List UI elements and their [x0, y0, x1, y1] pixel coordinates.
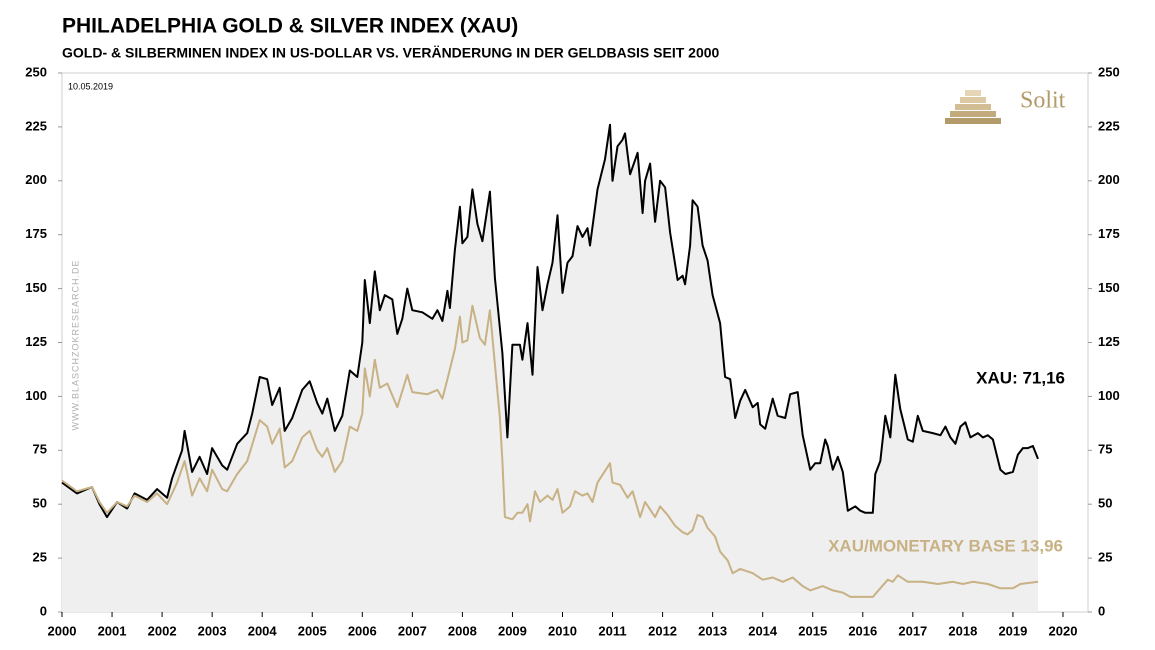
brand-name: Solit: [1020, 88, 1066, 114]
y2-tick-label: 150: [1098, 280, 1120, 295]
x-tick-label: 2016: [848, 623, 877, 638]
logo-step: [960, 97, 986, 103]
y2-tick-label: 125: [1098, 334, 1120, 349]
x-tick-label: 2015: [798, 623, 827, 638]
x-tick-label: 2007: [398, 623, 427, 638]
y2-tick-label: 0: [1098, 603, 1105, 618]
y2-tick-label: 100: [1098, 388, 1120, 403]
series-line: [61, 304, 1039, 598]
x-tick-label: 2003: [198, 623, 227, 638]
x-tick-label: 2013: [698, 623, 727, 638]
y2-tick-label: 175: [1098, 226, 1120, 241]
brand-logo: [945, 90, 1001, 124]
y2-tick-label: 50: [1098, 496, 1112, 511]
x-tick-label: 2006: [348, 623, 377, 638]
y-tick-label: 0: [40, 603, 47, 618]
y2-tick-label: 225: [1098, 118, 1120, 133]
logo-step: [965, 90, 981, 96]
x-tick-label: 2005: [298, 623, 327, 638]
y-tick-label: 50: [33, 496, 47, 511]
x-tick-label: 2011: [598, 623, 626, 638]
x-tick-label: 2012: [648, 623, 677, 638]
logo-step: [950, 111, 996, 117]
y-tick-label: 100: [25, 388, 47, 403]
area-fill: [62, 124, 1038, 612]
logo-step: [955, 104, 991, 110]
x-tick-label: 2020: [1049, 623, 1078, 638]
y-tick-label: 25: [33, 550, 47, 565]
watermark: WWW.BLASCHZOKRESEARCH.DE: [70, 259, 80, 430]
y-tick-label: 125: [25, 334, 47, 349]
area-layer: [62, 124, 1038, 612]
chart-subtitle: GOLD- & SILBERMINEN INDEX IN US-DOLLAR V…: [62, 45, 720, 61]
x-tick-label: 2002: [148, 623, 177, 638]
series-line: [61, 123, 1039, 519]
y-tick-label: 150: [25, 280, 47, 295]
y-tick-label: 225: [25, 118, 47, 133]
chart-title: PHILADELPHIA GOLD & SILVER INDEX (XAU): [62, 15, 518, 38]
y-tick-label: 175: [25, 226, 47, 241]
x-tick-label: 2009: [498, 623, 527, 638]
y-tick-label: 200: [25, 172, 47, 187]
annotation: XAU/MONETARY BASE 13,96: [828, 536, 1063, 555]
y2-tick-label: 75: [1098, 442, 1112, 457]
date-note: 10.05.2019: [68, 81, 113, 91]
x-tick-label: 2001: [98, 623, 127, 638]
x-tick-label: 2004: [248, 623, 278, 638]
x-tick-label: 2008: [448, 623, 477, 638]
x-tick-label: 2018: [948, 623, 977, 638]
y-tick-label: 250: [25, 64, 47, 79]
logo-step: [945, 118, 1001, 124]
y-tick-label: 75: [33, 442, 47, 457]
y2-tick-label: 25: [1098, 550, 1112, 565]
x-tick-label: 2014: [748, 623, 778, 638]
x-tick-label: 2000: [48, 623, 77, 638]
x-tick-label: 2010: [548, 623, 577, 638]
x-tick-label: 2017: [898, 623, 927, 638]
y2-tick-label: 200: [1098, 172, 1120, 187]
x-tick-label: 2019: [998, 623, 1027, 638]
annotation: XAU: 71,16: [976, 368, 1065, 387]
y2-tick-label: 250: [1098, 64, 1120, 79]
